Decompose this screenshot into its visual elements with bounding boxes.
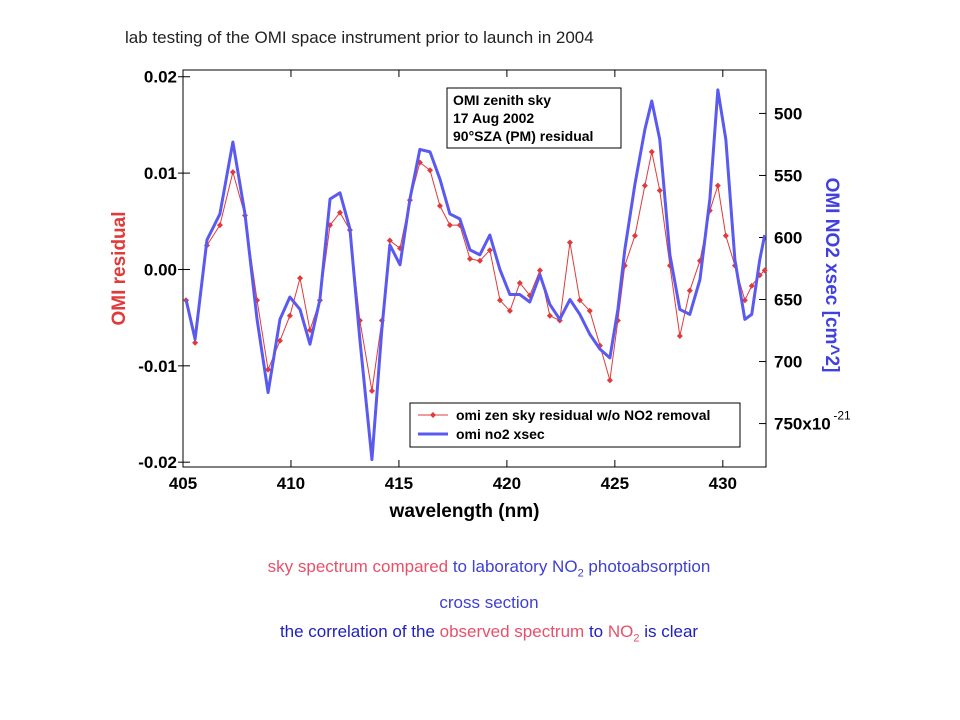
data-point xyxy=(496,297,503,304)
annotation-text: 17 Aug 2002 xyxy=(453,110,534,126)
data-point xyxy=(722,232,729,239)
x-tick-label: 415 xyxy=(385,474,413,493)
x-tick-label: 410 xyxy=(277,474,305,493)
y-tick-label: 0.01 xyxy=(144,164,177,183)
y2-tick-label: 500 xyxy=(774,104,802,123)
data-point xyxy=(486,247,493,254)
data-point xyxy=(586,307,593,314)
data-point xyxy=(265,366,272,373)
data-point xyxy=(216,222,223,229)
data-point xyxy=(536,267,543,274)
legend-marker xyxy=(430,412,436,418)
data-point xyxy=(336,209,343,216)
x-tick-label: 430 xyxy=(709,474,737,493)
data-point xyxy=(648,148,655,155)
data-point xyxy=(297,275,304,282)
data-point xyxy=(631,232,638,239)
data-point xyxy=(386,237,393,244)
annotation-text: 90°SZA (PM) residual xyxy=(453,128,593,144)
y2-tick-label: 700 xyxy=(774,353,802,372)
data-point xyxy=(466,255,473,262)
caption: sky spectrum compared to laboratory NO2 … xyxy=(0,552,960,654)
title: lab testing of the OMI space instrument … xyxy=(125,28,594,47)
legend-label: omi zen sky residual w/o NO2 removal xyxy=(456,407,710,423)
annotation-text: OMI zenith sky xyxy=(453,92,551,108)
y-tick-label: -0.02 xyxy=(138,453,177,472)
annotation-box xyxy=(446,87,622,149)
caption-text: is clear xyxy=(639,622,699,642)
caption-text: photoabsorption xyxy=(583,557,711,576)
data-point xyxy=(641,182,648,189)
data-point xyxy=(276,337,283,344)
series-line xyxy=(185,151,766,392)
x-axis-label: wavelength (nm) xyxy=(389,501,540,522)
x-tick-label: 405 xyxy=(169,474,197,493)
data-point xyxy=(427,167,434,174)
caption-text: observed spectrum xyxy=(434,622,585,642)
y-tick-label: 0.00 xyxy=(144,260,177,279)
data-point xyxy=(676,332,683,339)
caption-text: 2 xyxy=(633,632,640,645)
data-point xyxy=(476,257,483,264)
series-line xyxy=(184,88,767,462)
data-point xyxy=(714,182,721,189)
data-point xyxy=(576,297,583,304)
legend-label: omi no2 xsec xyxy=(456,426,545,442)
caption-line: the correlation of the observed spectrum… xyxy=(0,617,960,653)
data-point xyxy=(229,169,236,176)
data-point xyxy=(761,267,768,274)
data-point xyxy=(606,377,613,384)
caption-text: to xyxy=(584,622,604,642)
caption-text: NO xyxy=(603,622,634,642)
y2-tick-label: 650 xyxy=(774,291,802,310)
data-point xyxy=(368,387,375,394)
data-point xyxy=(686,287,693,294)
data-point xyxy=(192,339,199,346)
caption-text: 2 xyxy=(577,567,584,580)
y-axis-label: OMI residual xyxy=(109,211,130,325)
x-tick-label: 425 xyxy=(601,474,629,493)
y-tick-label: 0.02 xyxy=(144,68,177,87)
plot-frame xyxy=(182,69,767,468)
data-point xyxy=(748,282,755,289)
data-point xyxy=(516,279,523,286)
data-point xyxy=(566,239,573,246)
y2-scale-base: x10 xyxy=(802,415,830,434)
y-tick-label: -0.01 xyxy=(138,357,177,376)
data-point xyxy=(286,312,293,319)
caption-line: sky spectrum compared to laboratory NO2 … xyxy=(0,552,960,588)
y2-tick-label: 750 xyxy=(774,415,802,434)
data-point xyxy=(446,222,453,229)
data-point xyxy=(546,312,553,319)
data-point xyxy=(656,187,663,194)
data-point xyxy=(506,307,513,314)
caption-text: to laboratory NO xyxy=(448,557,578,576)
legend-box xyxy=(409,402,741,448)
caption-text: the correlation of the xyxy=(279,622,435,642)
y2-scale-exponent: -21 xyxy=(833,409,851,423)
y2-tick-label: 600 xyxy=(774,228,802,247)
caption-text: sky spectrum compared xyxy=(267,557,449,576)
caption-text: cross section xyxy=(439,593,539,613)
data-point xyxy=(436,202,443,209)
y2-tick-label: 550 xyxy=(774,166,802,185)
caption-line: cross section xyxy=(0,588,960,617)
y2-axis-label: OMI NO2 xsec [cm^2] xyxy=(821,178,842,373)
x-tick-label: 420 xyxy=(493,474,521,493)
